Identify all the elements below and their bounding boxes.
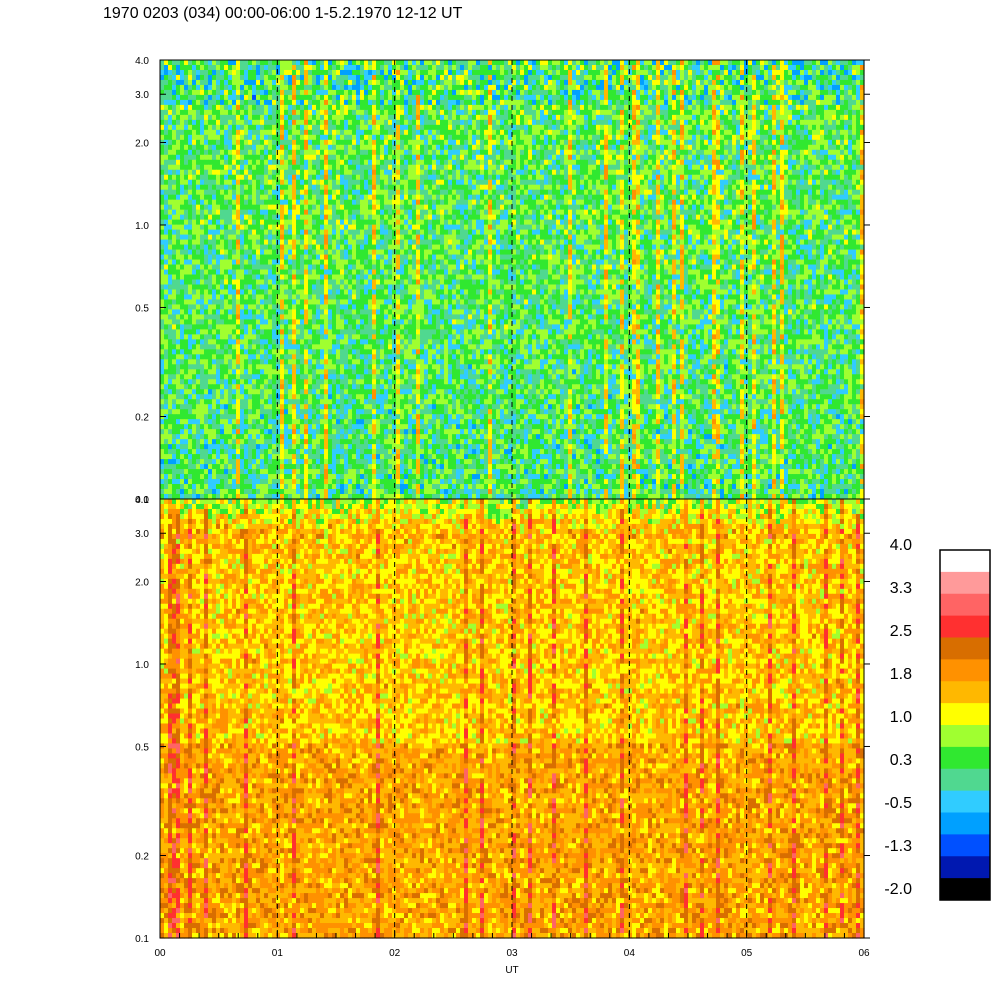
x-tick-label: 04 bbox=[624, 948, 636, 959]
colorbar-tick-label: -2.0 bbox=[884, 881, 912, 898]
colorbar-tick-label: 4.0 bbox=[890, 537, 912, 554]
y-tick-label: 0.2 bbox=[135, 852, 149, 863]
x-tick-label: 01 bbox=[272, 948, 284, 959]
y-tick-label: 3.0 bbox=[135, 90, 149, 101]
y-tick-label: 4.0 bbox=[135, 56, 149, 67]
y-tick-label: 2.0 bbox=[135, 138, 149, 149]
colorbar-swatch bbox=[940, 747, 990, 769]
x-tick-label: 02 bbox=[389, 948, 401, 959]
colorbar-swatch bbox=[940, 594, 990, 616]
colorbar-swatch bbox=[940, 703, 990, 725]
colorbar-swatch bbox=[940, 813, 990, 835]
colorbar-swatch bbox=[940, 856, 990, 878]
colorbar-swatch bbox=[940, 878, 990, 900]
colorbar: 4.0 3.3 2.5 1.8 1.0 0.3 -0.5 -1.3 -2.0 bbox=[884, 537, 990, 901]
y-tick-label: 2.0 bbox=[135, 577, 149, 588]
colorbar-tick-label: 0.3 bbox=[890, 752, 912, 769]
colorbar-swatch bbox=[940, 572, 990, 594]
colorbar-swatch bbox=[940, 550, 990, 572]
y-tick-label: 0.5 bbox=[135, 303, 149, 314]
y-tick-label: 1.0 bbox=[135, 660, 149, 671]
colorbar-tick-label: 1.0 bbox=[890, 709, 912, 726]
colorbar-tick-label: 3.3 bbox=[890, 580, 912, 597]
colorbar-tick-label: 1.8 bbox=[890, 666, 912, 683]
colorbar-swatch bbox=[940, 638, 990, 660]
y-tick-label: 0.1 bbox=[135, 934, 149, 945]
colorbar-swatch bbox=[940, 681, 990, 703]
y-tick-label: 0.2 bbox=[135, 413, 149, 424]
x-axis-label: UT bbox=[505, 965, 518, 976]
colorbar-swatch bbox=[940, 725, 990, 747]
colorbar-swatch bbox=[940, 616, 990, 638]
colorbar-swatch bbox=[940, 659, 990, 681]
colorbar-tick-label: -0.5 bbox=[884, 795, 912, 812]
y-tick-label: 4.0 bbox=[135, 495, 149, 506]
y-tick-label: 0.5 bbox=[135, 742, 149, 753]
colorbar-swatch bbox=[940, 791, 990, 813]
x-tick-label: 03 bbox=[506, 948, 518, 959]
colorbar-tick-label: -1.3 bbox=[884, 838, 912, 855]
colorbar-swatch bbox=[940, 834, 990, 856]
colorbar-swatch bbox=[940, 769, 990, 791]
x-tick-label: 00 bbox=[154, 948, 166, 959]
y-tick-label: 1.0 bbox=[135, 221, 149, 232]
y-tick-label: 3.0 bbox=[135, 529, 149, 540]
colorbar-tick-label: 2.5 bbox=[890, 623, 912, 640]
x-tick-label: 05 bbox=[741, 948, 753, 959]
x-tick-label: 06 bbox=[858, 948, 870, 959]
